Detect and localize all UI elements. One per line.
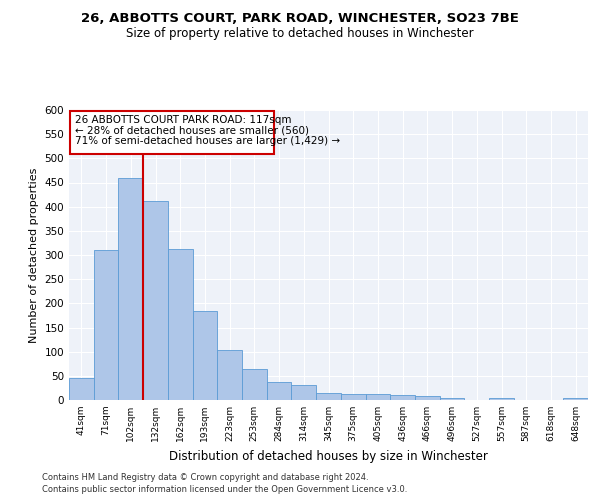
- Bar: [365, 394, 390, 400]
- Bar: [563, 398, 588, 400]
- Bar: [341, 394, 365, 400]
- Bar: [242, 368, 267, 400]
- Bar: [489, 398, 514, 400]
- Y-axis label: Number of detached properties: Number of detached properties: [29, 168, 39, 342]
- Bar: [267, 382, 292, 400]
- Bar: [316, 393, 341, 400]
- Bar: [143, 202, 168, 400]
- Text: ← 28% of detached houses are smaller (560): ← 28% of detached houses are smaller (56…: [75, 126, 309, 136]
- Text: 26, ABBOTTS COURT, PARK ROAD, WINCHESTER, SO23 7BE: 26, ABBOTTS COURT, PARK ROAD, WINCHESTER…: [81, 12, 519, 26]
- Bar: [70, 111, 274, 154]
- Bar: [168, 248, 193, 400]
- Bar: [193, 310, 217, 400]
- Text: 71% of semi-detached houses are larger (1,429) →: 71% of semi-detached houses are larger (…: [75, 136, 340, 146]
- Text: Contains public sector information licensed under the Open Government Licence v3: Contains public sector information licen…: [42, 485, 407, 494]
- Text: Contains HM Land Registry data © Crown copyright and database right 2024.: Contains HM Land Registry data © Crown c…: [42, 472, 368, 482]
- Text: Size of property relative to detached houses in Winchester: Size of property relative to detached ho…: [126, 28, 474, 40]
- Bar: [94, 250, 118, 400]
- Bar: [440, 398, 464, 400]
- Bar: [69, 378, 94, 400]
- Bar: [292, 385, 316, 400]
- Bar: [118, 178, 143, 400]
- Bar: [390, 395, 415, 400]
- Bar: [415, 396, 440, 400]
- Bar: [217, 350, 242, 400]
- X-axis label: Distribution of detached houses by size in Winchester: Distribution of detached houses by size …: [169, 450, 488, 462]
- Text: 26 ABBOTTS COURT PARK ROAD: 117sqm: 26 ABBOTTS COURT PARK ROAD: 117sqm: [75, 115, 292, 125]
